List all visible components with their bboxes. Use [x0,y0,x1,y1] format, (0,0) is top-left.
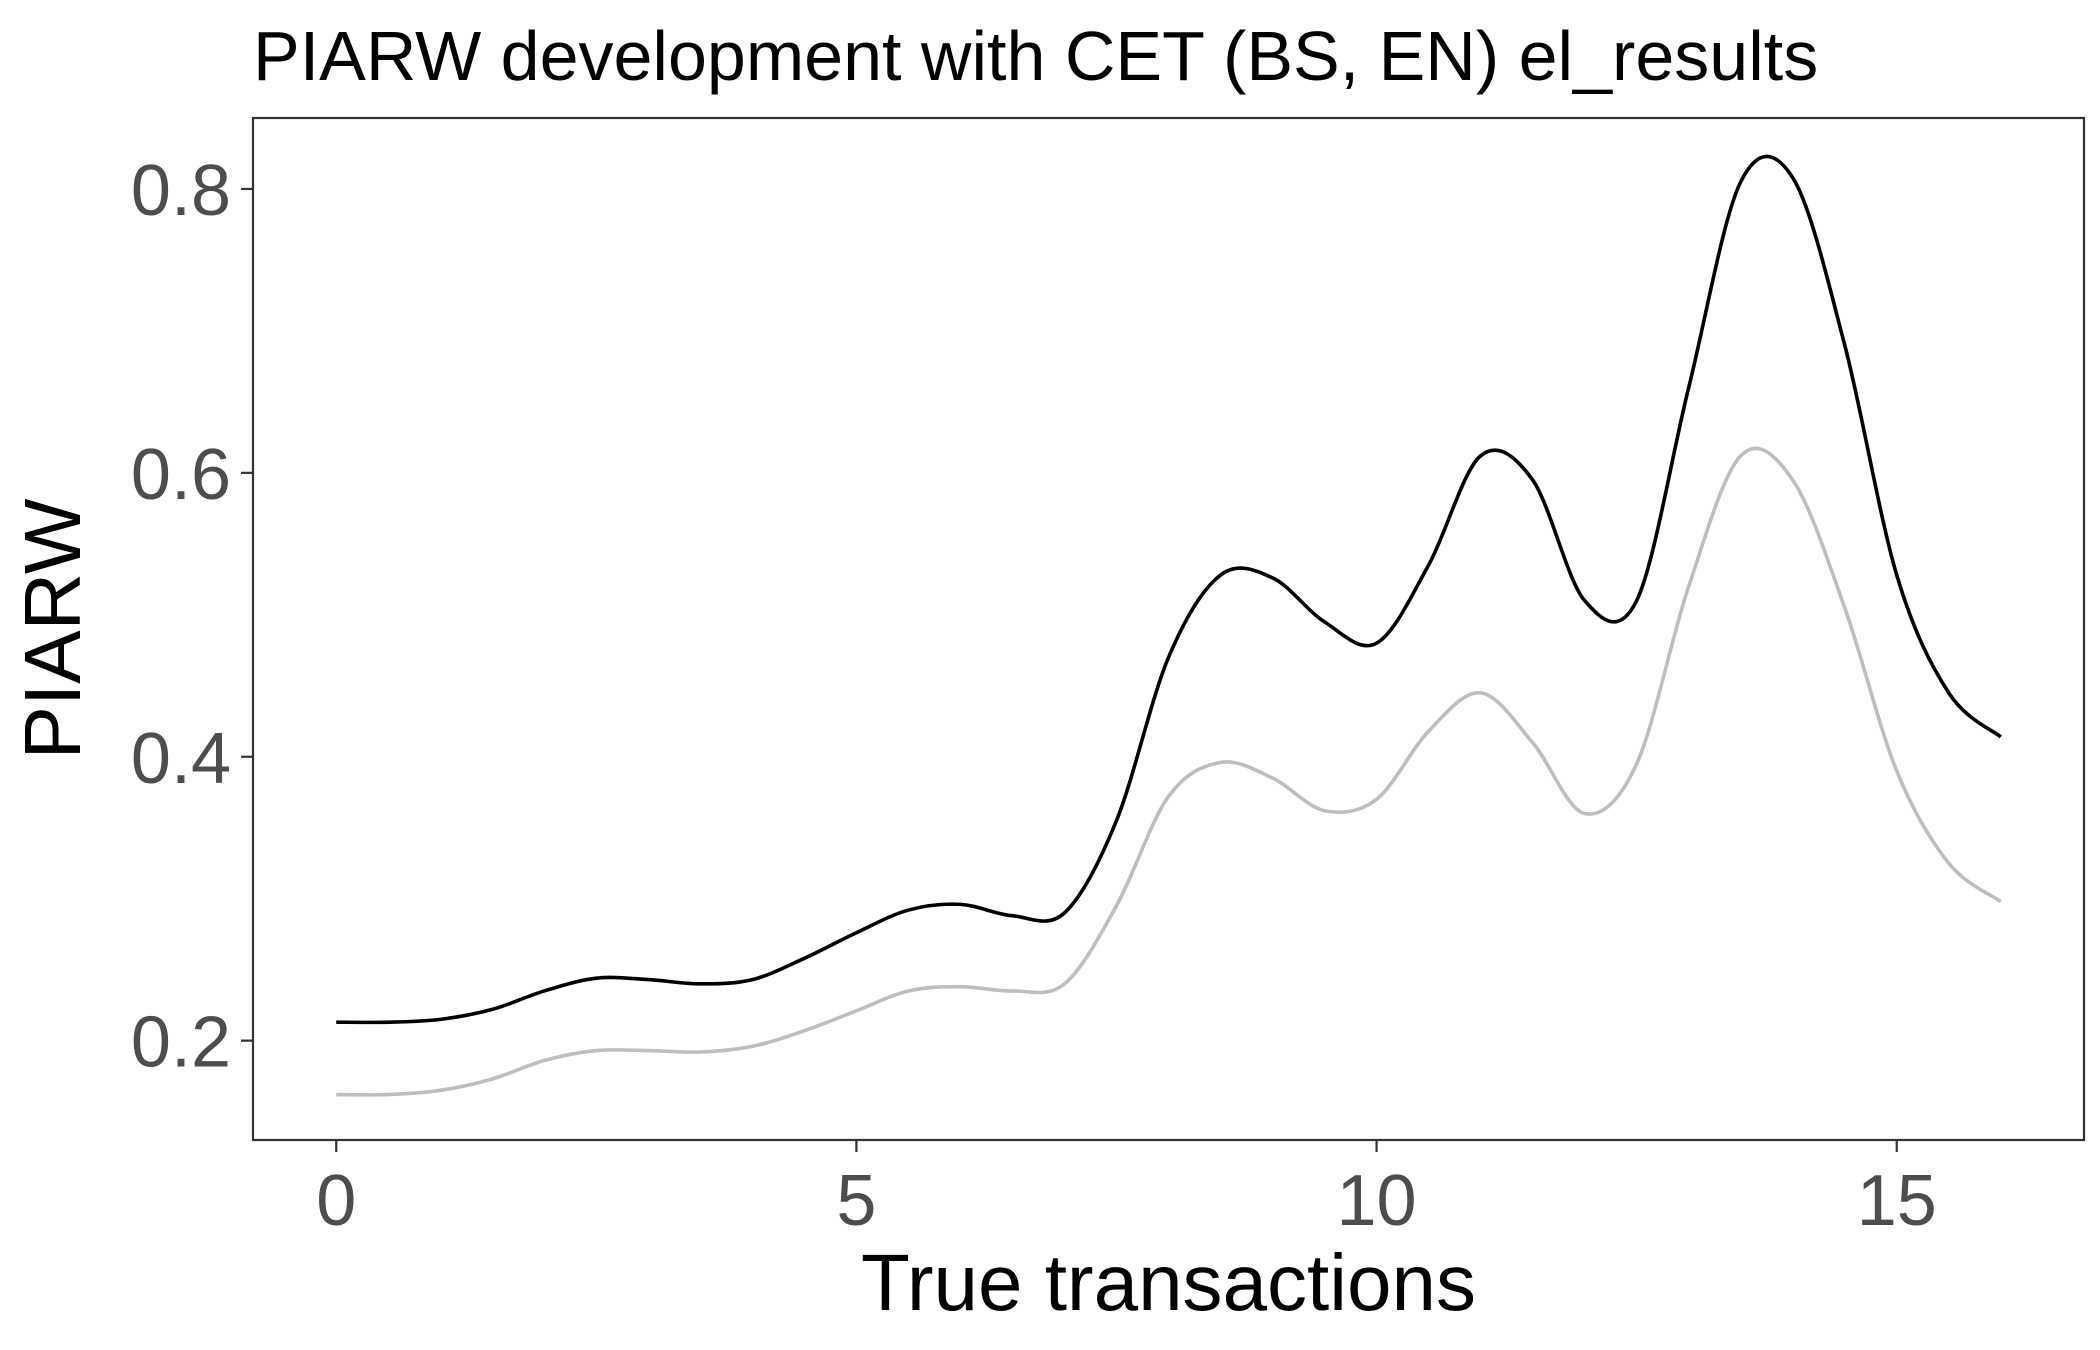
x-tick-label: 15 [1857,1161,1937,1241]
y-axis-title: PIARW [8,498,97,759]
y-tick-label: 0.6 [131,435,231,515]
x-tick-label: 5 [836,1161,876,1241]
series-layer [336,154,2002,1097]
y-tick-label: 0.2 [131,1003,231,1083]
x-axis: 0 5 10 15 [316,1140,1937,1241]
plot-panel-border [251,116,2086,1142]
y-axis: 0.2 0.4 0.6 0.8 [131,151,253,1083]
x-axis-title: True transactions [861,1238,1476,1327]
x-tick-label: 10 [1337,1161,1417,1241]
x-tick-label: 0 [316,1161,356,1241]
y-tick-label: 0.4 [131,719,231,799]
series-line-1 [336,154,2002,1025]
series-line-2 [336,446,2002,1097]
y-tick-label: 0.8 [131,151,231,231]
chart-title: PIARW development with CET (BS, EN) el_r… [253,17,1818,95]
